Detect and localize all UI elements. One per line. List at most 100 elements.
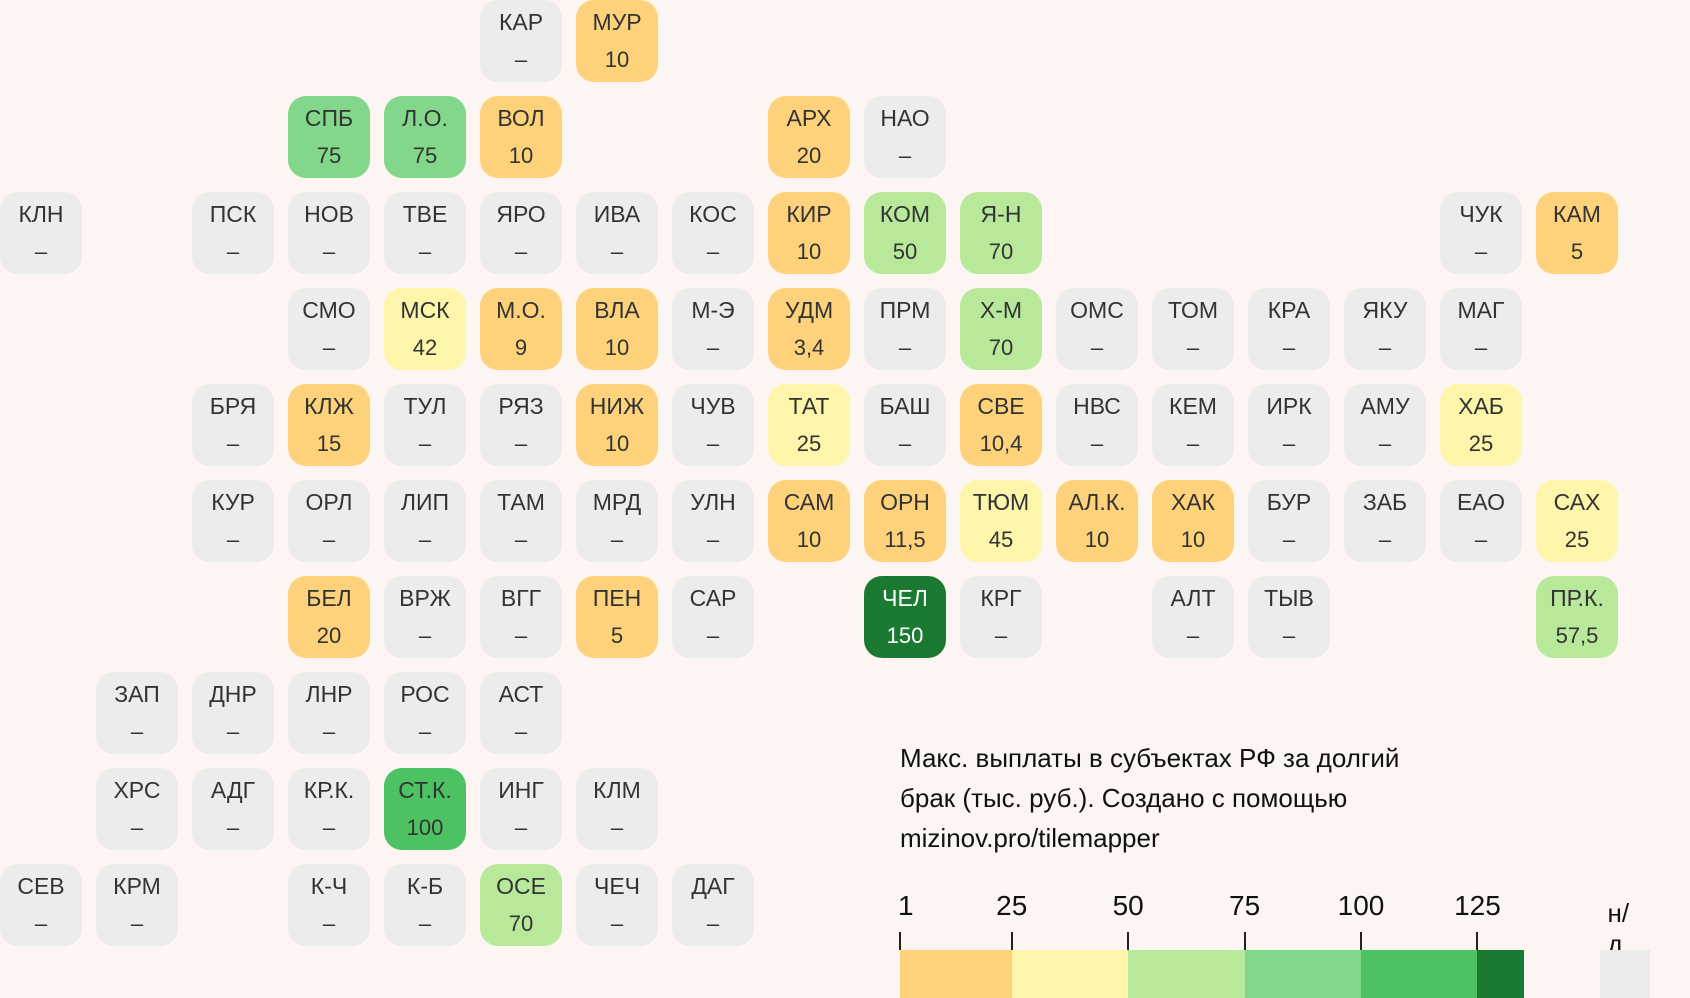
- region-tile[interactable]: КРГ –: [960, 576, 1042, 658]
- region-tile[interactable]: ЯРО –: [480, 192, 562, 274]
- legend-tick-mark: [1360, 932, 1362, 950]
- region-code: САР: [689, 585, 737, 611]
- region-tile[interactable]: ИРК –: [1248, 384, 1330, 466]
- region-tile[interactable]: КИР 10: [768, 192, 850, 274]
- region-tile[interactable]: КРМ –: [96, 864, 178, 946]
- region-tile[interactable]: БУР –: [1248, 480, 1330, 562]
- region-tile[interactable]: ЯКУ –: [1344, 288, 1426, 370]
- region-tile[interactable]: ДНР –: [192, 672, 274, 754]
- region-tile[interactable]: КЛЖ 15: [288, 384, 370, 466]
- region-tile[interactable]: ДАГ –: [672, 864, 754, 946]
- region-tile[interactable]: КОМ 50: [864, 192, 946, 274]
- region-tile[interactable]: КЛМ –: [576, 768, 658, 850]
- region-tile[interactable]: ВГГ –: [480, 576, 562, 658]
- region-tile[interactable]: ХАК 10: [1152, 480, 1234, 562]
- region-tile[interactable]: НОВ –: [288, 192, 370, 274]
- region-tile[interactable]: Х-М 70: [960, 288, 1042, 370]
- region-tile[interactable]: ТЫВ –: [1248, 576, 1330, 658]
- region-tile[interactable]: ВРЖ –: [384, 576, 466, 658]
- region-tile[interactable]: АДГ –: [192, 768, 274, 850]
- region-tile[interactable]: МАГ –: [1440, 288, 1522, 370]
- region-tile[interactable]: АСТ –: [480, 672, 562, 754]
- region-tile[interactable]: ИВА –: [576, 192, 658, 274]
- region-tile[interactable]: ТВЕ –: [384, 192, 466, 274]
- region-tile[interactable]: НИЖ 10: [576, 384, 658, 466]
- region-tile[interactable]: БЕЛ 20: [288, 576, 370, 658]
- region-tile[interactable]: МСК 42: [384, 288, 466, 370]
- region-tile[interactable]: НВС –: [1056, 384, 1138, 466]
- region-tile[interactable]: ТАМ –: [480, 480, 562, 562]
- region-tile[interactable]: ЛНР –: [288, 672, 370, 754]
- region-tile[interactable]: УДМ 3,4: [768, 288, 850, 370]
- region-tile[interactable]: АРХ 20: [768, 96, 850, 178]
- region-tile[interactable]: ТЮМ 45: [960, 480, 1042, 562]
- region-code: ТВЕ: [402, 201, 448, 227]
- region-tile[interactable]: САМ 10: [768, 480, 850, 562]
- region-tile[interactable]: СМО –: [288, 288, 370, 370]
- region-tile[interactable]: ЛИП –: [384, 480, 466, 562]
- region-value: 5: [610, 623, 624, 648]
- region-code: К-Б: [406, 873, 444, 899]
- region-tile[interactable]: КЛН –: [0, 192, 82, 274]
- region-tile[interactable]: Я-Н 70: [960, 192, 1042, 274]
- region-tile[interactable]: НАО –: [864, 96, 946, 178]
- region-tile[interactable]: РОС –: [384, 672, 466, 754]
- region-tile[interactable]: РЯЗ –: [480, 384, 562, 466]
- region-tile[interactable]: ИНГ –: [480, 768, 562, 850]
- region-tile[interactable]: ТАТ 25: [768, 384, 850, 466]
- region-tile[interactable]: ОРН 11,5: [864, 480, 946, 562]
- region-tile[interactable]: КРА –: [1248, 288, 1330, 370]
- region-code: ЯРО: [496, 201, 546, 227]
- region-tile[interactable]: СТ.К. 100: [384, 768, 466, 850]
- region-tile[interactable]: ЕАО –: [1440, 480, 1522, 562]
- region-tile[interactable]: АЛТ –: [1152, 576, 1234, 658]
- region-tile[interactable]: АМУ –: [1344, 384, 1426, 466]
- region-code: КР.К.: [303, 777, 355, 803]
- region-code: МСК: [400, 297, 450, 323]
- region-tile[interactable]: СВЕ 10,4: [960, 384, 1042, 466]
- region-tile[interactable]: ХРС –: [96, 768, 178, 850]
- region-tile[interactable]: КОС –: [672, 192, 754, 274]
- region-tile[interactable]: БРЯ –: [192, 384, 274, 466]
- region-tile[interactable]: ТОМ –: [1152, 288, 1234, 370]
- region-tile[interactable]: МУР 10: [576, 0, 658, 82]
- region-tile[interactable]: СЕВ –: [0, 864, 82, 946]
- region-tile[interactable]: ПРМ –: [864, 288, 946, 370]
- region-tile[interactable]: ЗАБ –: [1344, 480, 1426, 562]
- region-tile[interactable]: КР.К. –: [288, 768, 370, 850]
- region-tile[interactable]: САР –: [672, 576, 754, 658]
- region-tile[interactable]: К-Б –: [384, 864, 466, 946]
- region-tile[interactable]: УЛН –: [672, 480, 754, 562]
- region-tile[interactable]: ОСЕ 70: [480, 864, 562, 946]
- region-tile[interactable]: КУР –: [192, 480, 274, 562]
- region-tile[interactable]: САХ 25: [1536, 480, 1618, 562]
- region-tile[interactable]: М-Э –: [672, 288, 754, 370]
- region-tile[interactable]: ВОЛ 10: [480, 96, 562, 178]
- region-tile[interactable]: БАШ –: [864, 384, 946, 466]
- region-tile[interactable]: КАР –: [480, 0, 562, 82]
- region-tile[interactable]: КАМ 5: [1536, 192, 1618, 274]
- region-tile[interactable]: М.О. 9: [480, 288, 562, 370]
- region-tile[interactable]: ЗАП –: [96, 672, 178, 754]
- region-tile[interactable]: ЧУВ –: [672, 384, 754, 466]
- region-tile[interactable]: ХАБ 25: [1440, 384, 1522, 466]
- region-tile[interactable]: Л.О. 75: [384, 96, 466, 178]
- region-tile[interactable]: ЧЕЛ 150: [864, 576, 946, 658]
- region-tile[interactable]: ОМС –: [1056, 288, 1138, 370]
- region-tile[interactable]: ПСК –: [192, 192, 274, 274]
- region-tile[interactable]: СПБ 75: [288, 96, 370, 178]
- region-tile[interactable]: ПР.К. 57,5: [1536, 576, 1618, 658]
- region-tile[interactable]: ТУЛ –: [384, 384, 466, 466]
- region-tile[interactable]: АЛ.К. 10: [1056, 480, 1138, 562]
- region-tile[interactable]: ЧЕЧ –: [576, 864, 658, 946]
- region-tile[interactable]: КЕМ –: [1152, 384, 1234, 466]
- region-tile[interactable]: ВЛА 10: [576, 288, 658, 370]
- region-tile[interactable]: ОРЛ –: [288, 480, 370, 562]
- region-tile[interactable]: ЧУК –: [1440, 192, 1522, 274]
- region-tile[interactable]: ПЕН 5: [576, 576, 658, 658]
- region-tile[interactable]: МРД –: [576, 480, 658, 562]
- region-value: 10: [604, 335, 630, 360]
- region-tile[interactable]: К-Ч –: [288, 864, 370, 946]
- region-code: МРД: [592, 489, 642, 515]
